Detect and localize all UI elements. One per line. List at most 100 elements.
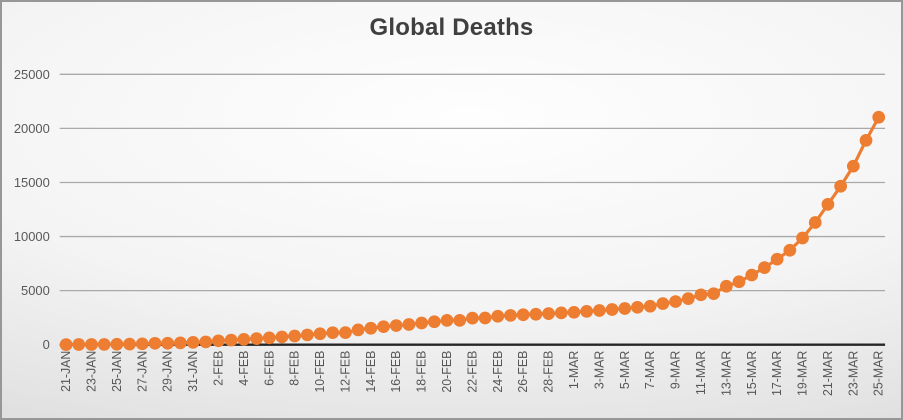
data-point — [415, 316, 428, 330]
data-point — [440, 314, 454, 327]
x-axis-tick-label: 1-MAR — [567, 351, 581, 390]
series-line — [66, 116, 881, 347]
data-point — [339, 326, 352, 339]
x-axis-tick-label: 26-FEB — [516, 351, 530, 393]
data-point — [478, 311, 492, 325]
data-point — [758, 261, 771, 274]
x-axis-tick-label: 2-FEB — [211, 351, 225, 386]
x-axis-tick-label: 18-FEB — [415, 351, 429, 393]
x-axis-tick-label: 20-FEB — [440, 351, 454, 393]
x-axis-tick-label: 13-MAR — [719, 351, 733, 396]
y-axis-tick-label: 25000 — [14, 67, 50, 82]
data-point — [173, 336, 187, 350]
x-axis-tick-label: 25-MAR — [872, 351, 886, 396]
x-axis-tick-label: 21-MAR — [821, 351, 835, 396]
x-axis-tick-label: 15-MAR — [745, 351, 759, 396]
data-point — [313, 327, 327, 341]
data-point — [288, 329, 302, 343]
x-axis-tick-label: 14-FEB — [364, 351, 378, 393]
data-point — [859, 134, 873, 147]
data-point — [605, 303, 619, 316]
x-axis-tick-label: 19-MAR — [796, 351, 810, 396]
data-point — [719, 279, 733, 293]
data-point — [796, 231, 809, 245]
x-axis-tick-label: 7-MAR — [643, 351, 657, 390]
data-point — [123, 337, 136, 351]
data-point — [72, 338, 86, 351]
gridlines — [59, 73, 886, 292]
data-point — [504, 309, 517, 322]
x-axis-tick-label: 12-FEB — [338, 351, 352, 393]
data-point — [529, 307, 543, 321]
data-point — [186, 336, 200, 349]
x-axis-tick-label: 21-JAN — [59, 351, 73, 392]
y-axis-tick-label: 0 — [43, 337, 50, 352]
data-point — [351, 323, 365, 337]
data-point — [377, 320, 390, 334]
data-point — [466, 311, 479, 325]
x-axis-tick-label: 11-MAR — [694, 351, 708, 396]
x-axis-tick-label: 28-FEB — [542, 351, 556, 393]
data-point — [770, 252, 784, 266]
data-point — [593, 304, 606, 317]
data-point — [250, 332, 263, 345]
chart-title: Global Deaths — [369, 14, 534, 41]
x-axis-tick-label: 3-MAR — [592, 351, 606, 390]
y-axis-tick-label: 15000 — [14, 175, 50, 190]
data-point — [872, 110, 886, 124]
data-point — [275, 330, 289, 344]
x-axis-tick-label: 23-MAR — [846, 351, 860, 396]
data-point — [631, 300, 644, 314]
data-point — [732, 275, 746, 289]
x-axis-tick-label: 17-MAR — [770, 351, 784, 396]
data-point — [783, 243, 797, 257]
data-point — [453, 314, 467, 327]
data-point — [542, 307, 555, 320]
data-point — [389, 319, 403, 332]
data-point — [97, 338, 111, 351]
x-axis-tick-label: 25-JAN — [110, 351, 124, 392]
y-axis-tick-label: 10000 — [14, 229, 50, 244]
x-axis-labels: 21-JAN 23-JAN 25-JAN 27-JAN 29-JAN 31-JAN 2-FE… — [59, 351, 886, 396]
data-point — [745, 268, 759, 282]
x-axis-tick-label: 9-MAR — [669, 351, 683, 390]
x-axis-tick-label: 10-FEB — [313, 351, 327, 393]
x-axis-tick-label: 6-FEB — [262, 351, 276, 386]
y-axis-tick-label: 5000 — [21, 283, 50, 298]
data-point — [85, 338, 98, 351]
data-point — [834, 179, 848, 193]
data-point — [567, 305, 581, 319]
x-axis-tick-label: 23-JAN — [84, 351, 98, 392]
data-point — [707, 287, 721, 300]
data-point — [821, 198, 835, 211]
data-point — [59, 338, 73, 351]
data-point — [199, 335, 213, 349]
data-point — [656, 297, 670, 310]
data-point — [161, 336, 175, 350]
data-point — [694, 288, 708, 302]
data-point — [846, 159, 860, 173]
x-axis-tick-label: 8-FEB — [288, 351, 302, 386]
data-point — [681, 292, 695, 305]
y-axis-tick-label: 20000 — [14, 121, 50, 136]
x-axis-tick-label: 16-FEB — [389, 351, 403, 393]
x-axis-tick-label: 29-JAN — [161, 351, 175, 392]
data-point — [669, 295, 682, 308]
data-point — [326, 326, 340, 340]
data-point — [110, 337, 124, 351]
x-axis-tick-label: 22-FEB — [465, 351, 479, 393]
data-point — [364, 321, 378, 335]
data-point — [135, 337, 149, 351]
data-points — [59, 110, 886, 351]
data-point — [808, 216, 822, 229]
x-axis-tick-label: 5-MAR — [618, 351, 632, 390]
data-point — [402, 318, 416, 331]
data-point — [237, 333, 251, 346]
x-axis-tick-label: 4-FEB — [237, 351, 251, 386]
data-point — [580, 304, 594, 318]
y-axis-labels: 0 5000 10000 15000 20000 25000 — [14, 67, 50, 352]
data-point — [262, 331, 276, 345]
data-point — [491, 309, 505, 323]
